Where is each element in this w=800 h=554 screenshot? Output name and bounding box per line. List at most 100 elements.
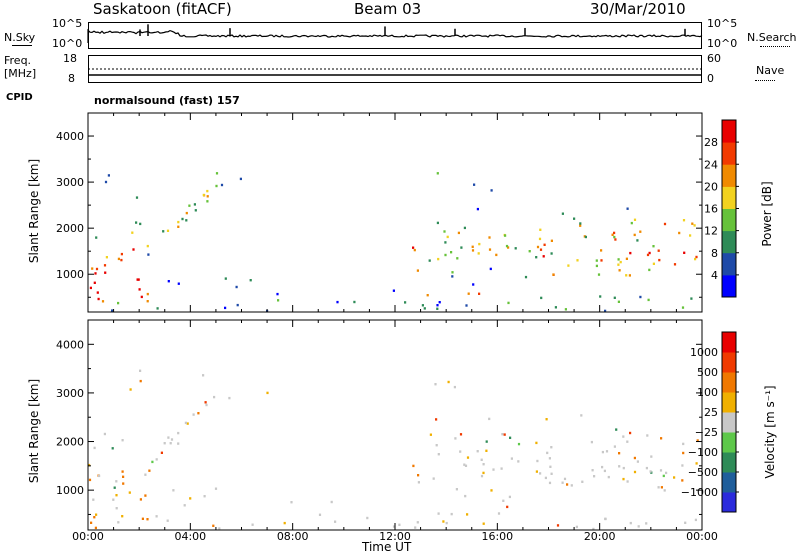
velocity-cell-10-39 bbox=[517, 442, 521, 446]
power-cell-7-23 bbox=[639, 295, 642, 299]
power-cell-10-39 bbox=[514, 247, 517, 250]
power-cell-11-5 bbox=[628, 274, 631, 277]
velocity-cell-11-1 bbox=[659, 469, 663, 472]
velocity-cell-14-2 bbox=[447, 380, 450, 384]
velocity-cell-10-34 bbox=[459, 450, 462, 453]
power-cell-10-19 bbox=[488, 248, 492, 251]
velocity-cell-7-1 bbox=[398, 523, 401, 526]
power-cell-4-2 bbox=[220, 183, 224, 187]
power-cell-10-60 bbox=[550, 252, 553, 255]
velocity-cell-9-1 bbox=[417, 474, 420, 477]
velocity-cell-10-12 bbox=[546, 451, 549, 455]
power-cell-10-48 bbox=[535, 256, 538, 259]
power-cell-10-18 bbox=[444, 241, 447, 244]
velocity-frame bbox=[87, 319, 703, 531]
velocity-cell-11-2 bbox=[570, 484, 573, 487]
power-cell-11-2 bbox=[695, 255, 698, 259]
power-cell-10-45 bbox=[693, 224, 696, 227]
velocity-cell-0-9 bbox=[139, 498, 142, 501]
velocity-cell-10-48 bbox=[548, 457, 551, 460]
velocity-cell-6-4 bbox=[172, 489, 175, 492]
power-cell-12-1 bbox=[467, 292, 470, 295]
power-cell-3-0 bbox=[215, 184, 218, 188]
velocity-cell-2-1 bbox=[111, 447, 114, 450]
nsky-legend-line bbox=[12, 45, 32, 46]
freq-unit: [MHz] bbox=[4, 67, 37, 80]
power-cell-2-0 bbox=[95, 236, 98, 239]
power-cells bbox=[89, 172, 698, 313]
power-cell-7-6 bbox=[507, 301, 510, 305]
power-cell-1-7 bbox=[103, 264, 107, 267]
power-cell-3-15 bbox=[188, 204, 191, 207]
velocity-cell-8-1 bbox=[330, 500, 333, 504]
power-cb-label-2: 20 bbox=[704, 180, 718, 193]
nave-tick-top: 60 bbox=[707, 52, 721, 65]
velocity-cb-label-0: 1000 bbox=[690, 346, 718, 359]
power-cell-7-16 bbox=[236, 303, 239, 307]
velocity-cell-3-10 bbox=[151, 460, 154, 464]
velocity-cell-10-9 bbox=[463, 463, 466, 466]
date-title: 30/Mar/2010 bbox=[590, 0, 686, 18]
power-cell-3-7 bbox=[206, 189, 209, 193]
power-cell-10-3 bbox=[625, 257, 628, 260]
velocity-cb-label-1: 500 bbox=[697, 366, 718, 379]
velocity-cell-7-25 bbox=[604, 517, 607, 521]
velocity-cells bbox=[88, 369, 699, 531]
power-cell-8-0 bbox=[276, 292, 279, 296]
power-cell-11-14 bbox=[648, 268, 651, 272]
velocity-cell-13-0 bbox=[464, 494, 467, 498]
velocity-cell-11-12 bbox=[649, 470, 652, 473]
velocity-colorbar-seg-3 bbox=[722, 432, 736, 453]
velocity-cell-10-36 bbox=[682, 442, 685, 446]
power-cell-1-0 bbox=[120, 258, 123, 262]
power-cell-7-8 bbox=[404, 301, 407, 304]
velocity-cell-10-18 bbox=[629, 431, 632, 435]
power-cell-15-2 bbox=[476, 207, 479, 211]
velocity-cell-0-0 bbox=[113, 486, 116, 489]
beam-title: Beam 03 bbox=[354, 0, 422, 18]
velocity-cell-12-0 bbox=[497, 512, 501, 515]
nave-tick-bottom: 0 bbox=[707, 72, 714, 85]
velocity-cell-3-15 bbox=[148, 469, 151, 472]
cpid-label: CPID bbox=[6, 92, 33, 103]
power-cell-3-13 bbox=[181, 217, 184, 221]
power-cell-10-13 bbox=[463, 226, 466, 230]
power-cell-10-25 bbox=[539, 248, 543, 251]
power-cell-7-12 bbox=[436, 304, 439, 307]
power-cell-3-10 bbox=[185, 211, 188, 215]
power-colorbar-seg-2 bbox=[722, 230, 736, 254]
x-tick-label-2: 08:00 bbox=[277, 530, 309, 543]
velocity-cell-7-22 bbox=[318, 513, 322, 516]
nave-label: Nave bbox=[756, 64, 785, 77]
power-cell-10-17 bbox=[428, 259, 431, 262]
power-cell-10-27 bbox=[691, 222, 694, 225]
power-cell-9-1 bbox=[416, 269, 419, 272]
velocity-cell-3-13 bbox=[177, 442, 180, 445]
velocity-cell-10-4 bbox=[650, 455, 653, 458]
velocity-cell-7-30 bbox=[251, 523, 254, 526]
power-cell-13-0 bbox=[489, 267, 492, 271]
velocity-cell-10-17 bbox=[482, 463, 485, 466]
velocity-colorbar-frame bbox=[721, 331, 737, 513]
velocity-ytick-label-2: 2000 bbox=[56, 436, 84, 449]
power-cell-1-3 bbox=[95, 267, 99, 271]
velocity-cell-13-1 bbox=[508, 495, 511, 499]
velocity-cell-10-43 bbox=[696, 439, 699, 442]
power-cell-3-9 bbox=[147, 253, 150, 256]
velocity-cell-10-23 bbox=[682, 451, 685, 455]
velocity-cell-9-0 bbox=[417, 481, 420, 484]
velocity-cell-10-32 bbox=[539, 472, 542, 475]
velocity-ylabel: Slant Range [km] bbox=[27, 378, 41, 484]
velocity-cell-10-29 bbox=[454, 437, 457, 440]
power-cell-10-34 bbox=[689, 234, 692, 237]
power-cell-10-49 bbox=[488, 236, 491, 239]
power-colorbar-seg-6 bbox=[722, 142, 736, 165]
power-cell-13-2 bbox=[472, 283, 475, 286]
power-cell-10-41 bbox=[652, 262, 655, 265]
power-cb-label-4: 12 bbox=[704, 225, 718, 238]
velocity-cell-10-58 bbox=[607, 475, 610, 479]
power-cell-7-3 bbox=[613, 296, 616, 299]
power-cell-3-4 bbox=[206, 195, 209, 198]
